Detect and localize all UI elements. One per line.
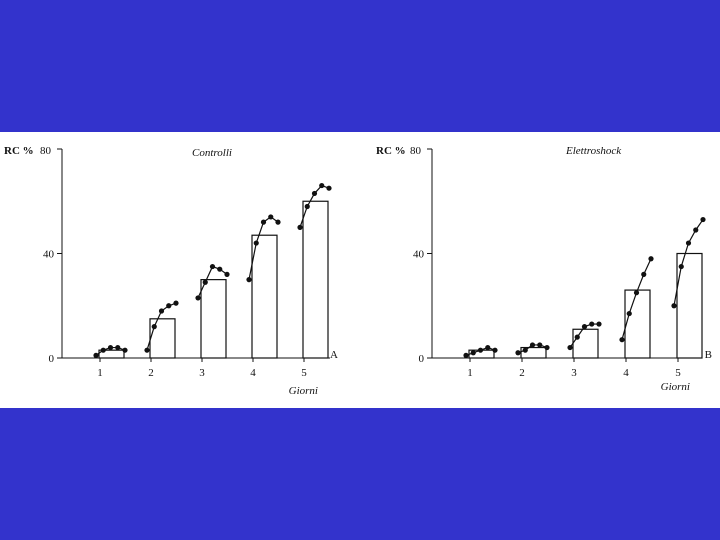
data-point [166,303,172,309]
data-point [253,240,259,246]
data-point [173,300,179,306]
data-point [522,347,528,353]
data-point [311,190,318,197]
data-point [671,303,677,309]
x-tick-label: 2 [148,367,154,379]
data-point [107,344,114,351]
data-point [515,350,521,356]
y-tick-label: 40 [43,249,55,261]
bar [302,200,329,359]
y-axis-label: RC % [376,145,406,157]
data-point [115,344,121,351]
chart-title: Elettroshock [565,145,622,157]
data-point [581,324,588,330]
data-point [158,308,165,314]
x-tick-label: 3 [199,367,205,379]
x-tick-label: 4 [250,367,256,379]
data-point [463,352,469,358]
data-point [326,185,332,191]
bar [676,252,703,359]
data-point [260,219,267,225]
data-point [567,344,573,351]
data-point [93,352,99,358]
data-point [596,321,602,327]
data-point [151,324,157,330]
data-point [641,271,647,277]
data-point [202,279,208,285]
x-axis-label: Giorni [289,385,318,397]
y-tick-label: 40 [413,249,425,261]
bar [520,346,547,359]
data-point [626,310,632,317]
y-axis-label: RC % [4,145,34,157]
data-point [122,347,128,353]
data-point [574,334,580,340]
figure-svg: 0 40 80 1 2 3 4 5 RC % Controlli Giorni A 0 40 80 1 2 3 4 5… [4,145,712,397]
data-point [209,263,216,270]
panel-label: A [330,349,338,361]
bar [251,234,278,359]
x-axis-label: Giorni [661,381,690,393]
data-point [544,344,550,351]
y-tick-label: 80 [40,145,52,157]
x-tick-label: 4 [623,367,629,379]
data-point [224,271,230,277]
x-tick-label: 5 [301,367,307,379]
x-tick-label: 1 [97,367,103,379]
chart-panel-a: 0 40 80 1 2 3 4 5 RC % Controlli Giorni A [4,145,338,397]
bar [98,349,125,359]
data-point [246,277,252,283]
x-tick-label: 2 [519,367,525,379]
bar [200,279,227,359]
data-point [144,347,150,353]
x-tick-label: 3 [571,367,577,379]
data-point [100,347,106,353]
data-point [589,321,595,327]
data-point [297,224,303,230]
data-point [537,342,543,348]
data-point [648,256,654,262]
data-point [678,263,684,270]
y-tick-label: 0 [49,353,55,365]
data-point [529,342,536,348]
data-point [693,227,699,233]
data-point [477,347,484,353]
data-point [195,295,201,301]
data-point [619,337,625,343]
figure-band: 0 40 80 1 2 3 4 5 RC % Controlli Giorni A 0 40 80 1 2 3 4 5… [0,132,720,408]
y-tick-label: 0 [419,353,425,365]
data-point [217,266,223,272]
data-point [268,214,274,220]
data-point [700,216,706,223]
bar [624,289,651,359]
data-point [470,350,476,356]
data-point [485,344,491,351]
data-point [633,290,640,296]
x-tick-label: 1 [467,367,473,379]
chart-title: Controlli [192,147,232,159]
data-point [492,347,498,353]
chart-panel-b: 0 40 80 1 2 3 4 5 RC % Elettroshock Giorni B [376,145,712,393]
data-point [304,203,310,210]
bar [572,328,599,359]
data-point [275,219,281,225]
y-tick-label: 80 [410,145,422,157]
x-tick-label: 5 [675,367,681,379]
data-point [685,240,692,246]
data-point [319,182,325,189]
panel-label: B [705,349,712,361]
